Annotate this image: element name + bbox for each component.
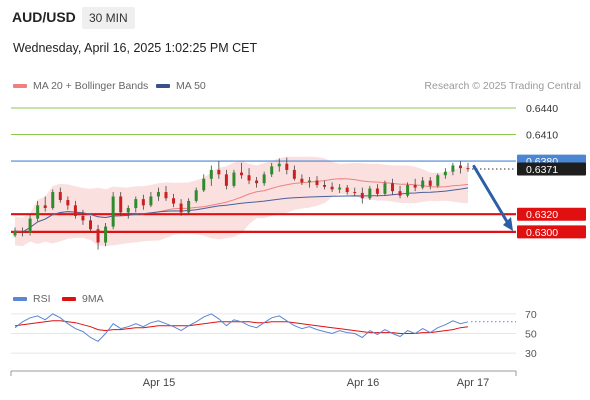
price-tag-0-6320 xyxy=(517,207,586,221)
candle xyxy=(360,192,364,199)
candle xyxy=(89,220,92,230)
candle xyxy=(247,175,251,181)
candle xyxy=(66,200,70,206)
legend-ma50: MA 50 xyxy=(156,80,206,92)
bollinger-band-area xyxy=(15,156,468,247)
candle xyxy=(73,205,77,216)
candle xyxy=(240,172,243,176)
candle xyxy=(156,192,160,197)
candle xyxy=(421,180,425,188)
rsi-tick-label: 70 xyxy=(525,309,537,321)
candle xyxy=(217,169,221,175)
candle xyxy=(51,192,55,208)
candle xyxy=(277,163,281,167)
timestamp: Wednesday, April 16, 2025 1:02:25 PM CET xyxy=(13,41,258,55)
candle xyxy=(338,187,342,190)
candle xyxy=(270,166,274,175)
ma50-legend-label: MA 50 xyxy=(176,80,206,92)
candle xyxy=(134,199,138,208)
candle xyxy=(443,171,447,176)
candle xyxy=(81,215,85,221)
candle xyxy=(285,163,289,170)
candle xyxy=(58,192,62,201)
candle xyxy=(96,229,100,243)
candle xyxy=(141,199,145,206)
forecast-arrow-shaft xyxy=(472,164,511,227)
ma20-legend-label: MA 20 + Bollinger Bands xyxy=(33,80,149,92)
ma50-swatch xyxy=(156,84,170,88)
legend-rsi: RSI xyxy=(13,293,51,305)
candle xyxy=(255,180,259,184)
candle xyxy=(428,180,432,186)
candle xyxy=(21,231,25,233)
candle xyxy=(232,172,236,186)
candle xyxy=(164,192,168,199)
candle xyxy=(119,196,123,213)
candle xyxy=(36,205,40,219)
candle xyxy=(406,184,410,196)
legend-ma20: MA 20 + Bollinger Bands xyxy=(13,80,148,92)
candle xyxy=(187,200,191,213)
price-label-0-6300: 0.6300 xyxy=(526,227,558,239)
candle xyxy=(398,191,402,196)
candle xyxy=(209,169,213,179)
price-label-0-6410: 0.6410 xyxy=(526,130,558,142)
x-tick-label: Apr 16 xyxy=(347,377,379,389)
candle xyxy=(383,183,387,194)
candle xyxy=(262,174,266,184)
candle xyxy=(436,175,440,186)
price-label-0-6371: 0.6371 xyxy=(526,164,558,176)
candle xyxy=(458,165,462,169)
price-label-0-6440: 0.6440 xyxy=(526,103,558,115)
candle xyxy=(104,226,108,243)
price-tag-0-6371 xyxy=(517,162,586,176)
candle xyxy=(300,178,304,183)
candle xyxy=(149,196,153,206)
candle xyxy=(451,165,455,172)
candle xyxy=(413,184,417,188)
price-tag-0-6300 xyxy=(517,225,586,239)
candle xyxy=(375,188,379,194)
price-label-0-6320: 0.6320 xyxy=(526,209,558,221)
candle xyxy=(307,180,311,183)
candle xyxy=(28,218,32,233)
x-tick-label: Apr 17 xyxy=(457,377,489,389)
ma20-swatch xyxy=(13,84,27,88)
candle xyxy=(43,205,47,208)
rsi-swatch xyxy=(13,297,27,301)
candle xyxy=(466,168,470,170)
candle xyxy=(224,174,228,186)
candles-group xyxy=(13,157,470,250)
candle xyxy=(323,184,327,187)
candle xyxy=(391,183,394,192)
candle xyxy=(111,196,115,227)
candle xyxy=(172,198,176,204)
ma9-swatch xyxy=(62,297,76,301)
rsi-line xyxy=(14,313,469,343)
legend-ma9: 9MA xyxy=(62,293,104,305)
ma9-legend-label: 9MA xyxy=(82,293,104,305)
candle xyxy=(330,186,334,190)
symbol-title: AUD/USD xyxy=(12,9,76,25)
candle xyxy=(126,207,130,213)
candle xyxy=(368,188,372,199)
candle xyxy=(345,187,349,193)
timeframe-badge[interactable]: 30 MIN xyxy=(82,7,135,29)
candle xyxy=(179,203,183,213)
candle xyxy=(202,178,206,191)
rsi-legend-label: RSI xyxy=(33,293,51,305)
rsi-tick-label: 30 xyxy=(525,348,537,360)
candle xyxy=(292,169,296,179)
candle xyxy=(194,190,198,201)
credit-text: Research © 2025 Trading Central xyxy=(424,80,581,92)
candle xyxy=(13,231,17,236)
x-tick-label: Apr 15 xyxy=(143,377,175,389)
candle xyxy=(315,180,319,185)
rsi-tick-label: 50 xyxy=(525,329,537,341)
candle xyxy=(353,192,357,194)
forecast-arrow-head xyxy=(503,217,513,232)
